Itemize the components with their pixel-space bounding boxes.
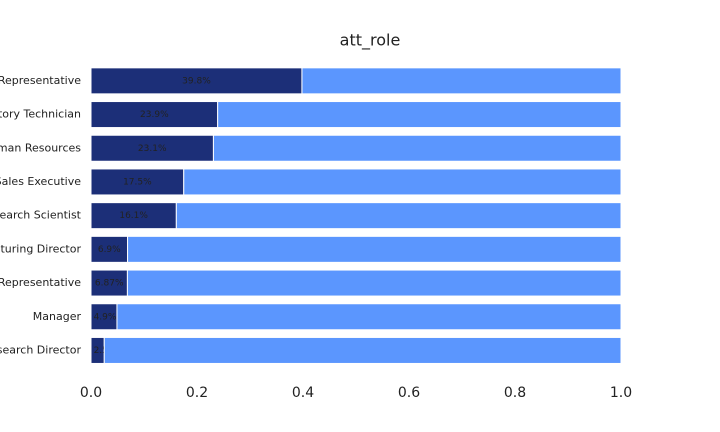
y-tick-label: Research Scientist: [0, 209, 82, 222]
bar-segment: [90, 202, 177, 230]
bar-segment: [126, 269, 622, 297]
bar-segment: [212, 134, 622, 162]
value-label: 6.9%: [98, 245, 121, 255]
bar-segment: [217, 101, 622, 129]
x-tick-label: 0.4: [292, 385, 314, 401]
bar-segment: [175, 202, 622, 230]
y-tick-label: Sales Executive: [0, 175, 81, 188]
y-tick-label: Research Director: [0, 343, 81, 356]
x-tick-label: 0.8: [504, 385, 526, 401]
y-tick-label: Sales Representative: [0, 74, 81, 87]
y-tick-label: Manager: [33, 310, 82, 323]
y-tick-label: Manufacturing Director: [0, 242, 81, 255]
bar-segment: [90, 269, 128, 297]
bar-segment: [301, 67, 622, 95]
value-label: 16.1%: [119, 211, 148, 221]
y-tick-label: Human Resources: [0, 141, 81, 154]
value-label: 23.9%: [140, 110, 169, 120]
chart-title: att_role: [340, 31, 401, 51]
bar-segment: [90, 235, 129, 263]
value-label: 4.9%: [94, 312, 117, 322]
y-tick-label: Laboratory Technician: [0, 108, 81, 121]
bar-segment: [127, 235, 622, 263]
y-tick-label: Healthcare Representative: [0, 276, 81, 289]
x-tick-label: 0.6: [398, 385, 420, 401]
bar-segment: [90, 168, 185, 196]
x-tick-label: 0.2: [186, 385, 208, 401]
bar-segment: [103, 336, 622, 364]
x-tick-label: 1.0: [610, 385, 632, 401]
bar-segment: [90, 303, 118, 331]
value-label: 23.1%: [138, 144, 167, 154]
value-label: 6.87%: [95, 279, 124, 289]
x-tick-label: 0.0: [80, 385, 102, 401]
bar-segment: [183, 168, 622, 196]
bar-segment: [116, 303, 622, 331]
value-label: 39.8%: [182, 76, 211, 86]
bar-segment: [90, 67, 303, 95]
value-label: 17.5%: [123, 177, 152, 187]
